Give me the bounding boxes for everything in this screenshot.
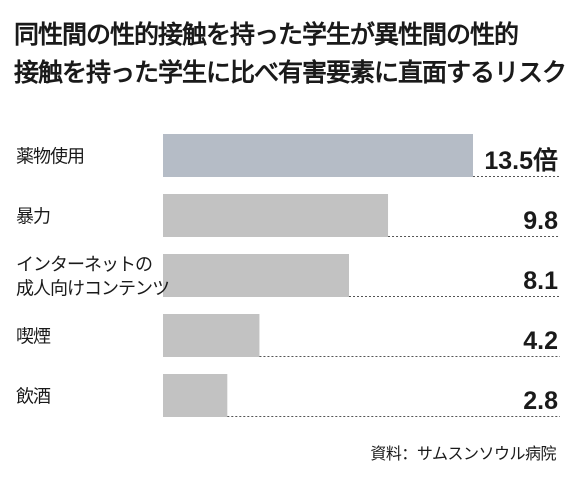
category-label: 喫煙	[16, 327, 51, 348]
value-label: 9.8	[523, 207, 558, 235]
value-label: 2.8	[523, 387, 558, 415]
category-label: 成人向けコンテンツ	[16, 279, 169, 300]
category-label: 薬物使用	[16, 147, 84, 168]
bar	[163, 314, 260, 357]
source-note: 資料：サムスンソウル病院	[370, 444, 556, 463]
bar	[163, 194, 389, 237]
value-label: 8.1	[523, 267, 558, 295]
bar	[163, 134, 473, 177]
value-label: 13.5倍	[484, 146, 558, 175]
bar	[163, 374, 228, 417]
category-label: 暴力	[16, 207, 50, 228]
category-label: 飲酒	[16, 387, 51, 408]
category-label: インターネットの	[16, 255, 152, 276]
chart-title-line-2: 接触を持った学生に比べ有害要素に直面するリスク	[14, 58, 567, 87]
value-label: 4.2	[523, 327, 558, 355]
chart-title: 同性間の性的接触を持った学生が異性間の性的 接触を持った学生に比べ有害要素に直面…	[14, 16, 570, 92]
chart-title-line-1: 同性間の性的接触を持った学生が異性間の性的	[14, 20, 519, 49]
bar	[163, 254, 349, 297]
